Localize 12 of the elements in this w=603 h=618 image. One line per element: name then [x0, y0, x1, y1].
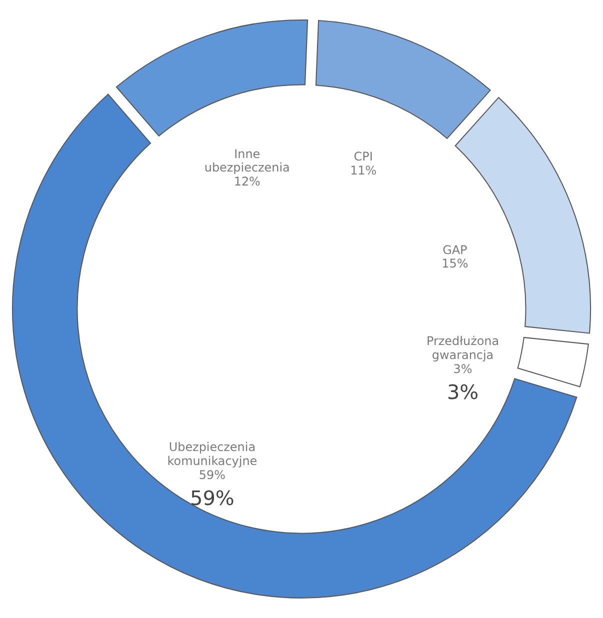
text: 59% [190, 486, 234, 510]
slice-label: Inne ubezpieczenia [204, 146, 290, 175]
data-label: 59% [198, 468, 226, 482]
slice-label: Ubezpieczenia komunikacyjne [167, 440, 258, 468]
slice-label: Przedłużona gwarancja [426, 334, 500, 362]
data-label: 11% [350, 164, 377, 178]
data-label: 15% [442, 256, 468, 271]
data-label: 3% [453, 362, 472, 376]
text: 3% [446, 381, 479, 404]
slice-label: CPI [354, 150, 373, 164]
slice-label: GAP [442, 242, 468, 257]
data-label: 12% [234, 174, 260, 189]
